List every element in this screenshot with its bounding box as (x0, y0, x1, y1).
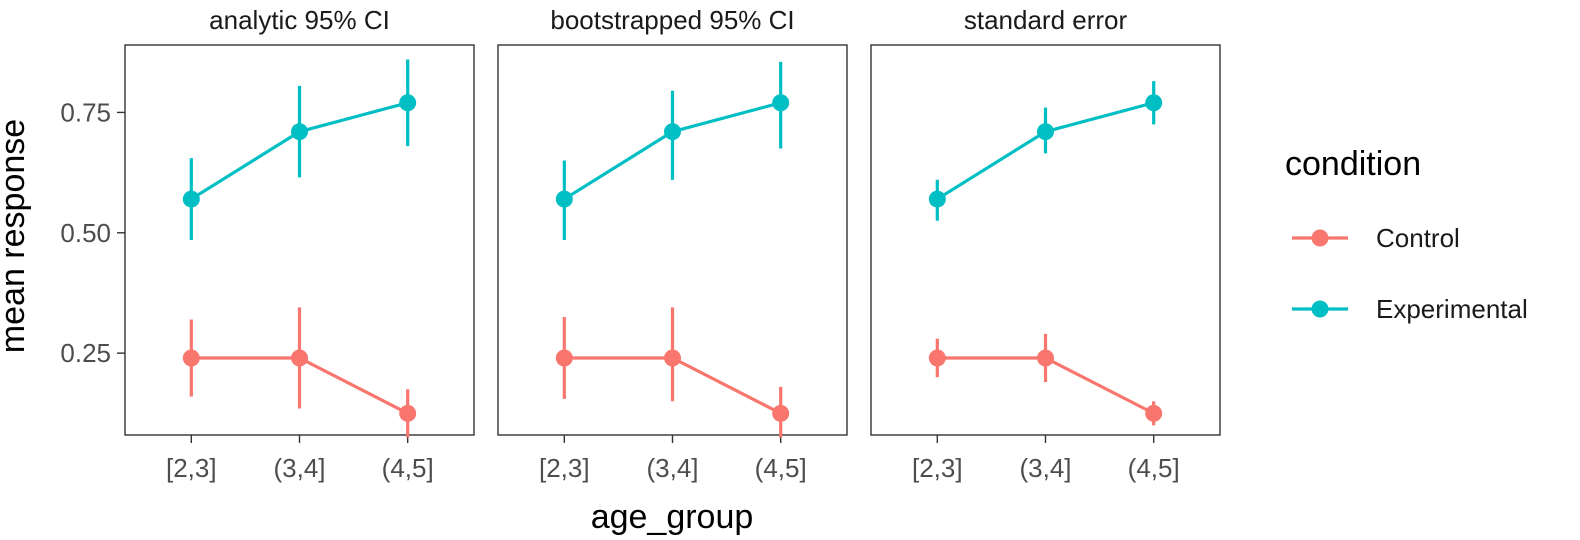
series-experimental (182, 59, 417, 240)
data-point (555, 349, 573, 367)
data-point (928, 349, 946, 367)
series-control (928, 333, 1163, 426)
y-tick-label: 0.50 (60, 218, 111, 248)
x-tick-label: (3,4] (273, 453, 325, 483)
y-tick-label: 0.25 (60, 338, 111, 368)
data-point (772, 94, 790, 112)
series-experimental (555, 61, 790, 240)
facet-strip-label: analytic 95% CI (209, 5, 390, 35)
legend-items: Control Experimental (1292, 223, 1528, 324)
x-tick-label: [2,3] (912, 453, 963, 483)
facet-panel: analytic 95% CI [2,3] (3,4] (4,5] 0.25 0.50 0.… (60, 5, 475, 483)
legend-key-point (1311, 229, 1329, 247)
facet-strip-label: standard error (964, 5, 1128, 35)
series-control (182, 307, 417, 438)
data-point (1037, 123, 1054, 141)
data-point (1145, 94, 1163, 112)
x-tick-label: (4,5] (1128, 453, 1180, 483)
legend: condition Control Experimental (1285, 145, 1528, 324)
data-point (664, 349, 681, 367)
x-tick-label: [2,3] (166, 453, 217, 483)
data-point (291, 123, 308, 141)
x-axis-title: age_group (591, 498, 754, 536)
data-point (291, 349, 308, 367)
data-point (1037, 349, 1054, 367)
legend-item: Experimental (1292, 294, 1528, 324)
facet-panel: bootstrapped 95% CI [2,3] (3,4] (4,5] (497, 5, 848, 483)
y-tick-label: 0.75 (60, 97, 111, 127)
legend-label: Experimental (1376, 294, 1528, 324)
legend-title: condition (1285, 145, 1421, 183)
data-point (182, 349, 200, 367)
data-point (772, 404, 790, 422)
data-point (399, 94, 417, 112)
series-control (555, 307, 790, 438)
data-point (664, 123, 681, 141)
y-axis-title: mean response (0, 119, 32, 353)
data-point (399, 404, 417, 422)
x-tick-label: (4,5] (382, 453, 434, 483)
data-point (555, 190, 573, 208)
x-tick-label: [2,3] (539, 453, 590, 483)
data-point (1145, 404, 1163, 422)
legend-item: Control (1292, 223, 1460, 253)
legend-key-point (1311, 300, 1329, 318)
facet-strip-label: bootstrapped 95% CI (550, 5, 794, 35)
facet-panels: analytic 95% CI [2,3] (3,4] (4,5] 0.25 0.50 0.… (60, 5, 1221, 483)
series-experimental (928, 81, 1163, 221)
x-tick-label: (3,4] (1019, 453, 1071, 483)
data-point (928, 190, 946, 208)
data-point (182, 190, 200, 208)
x-tick-label: (4,5] (755, 453, 807, 483)
facet-panel: standard error [2,3] (3,4] (4,5] (870, 5, 1221, 483)
legend-label: Control (1376, 223, 1460, 253)
x-tick-label: (3,4] (646, 453, 698, 483)
